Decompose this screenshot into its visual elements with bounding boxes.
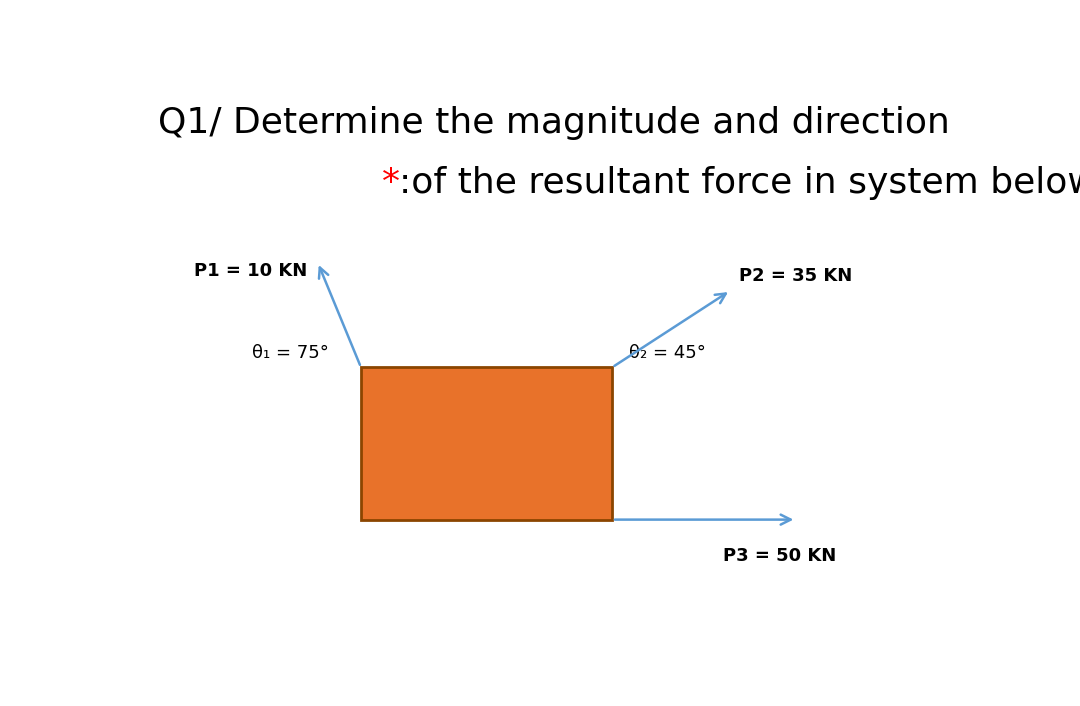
Text: θ₁ = 75°: θ₁ = 75°	[253, 344, 329, 362]
Text: :of the resultant force in system below: :of the resultant force in system below	[399, 166, 1080, 200]
Text: Q1/ Determine the magnitude and direction: Q1/ Determine the magnitude and directio…	[158, 106, 949, 140]
Text: P1 = 10 KN: P1 = 10 KN	[193, 263, 307, 280]
Text: *: *	[382, 166, 411, 200]
Text: θ₂ = 45°: θ₂ = 45°	[629, 344, 705, 362]
Text: P2 = 35 KN: P2 = 35 KN	[739, 267, 852, 285]
Text: P3 = 50 KN: P3 = 50 KN	[723, 546, 836, 565]
Bar	[361, 367, 612, 520]
